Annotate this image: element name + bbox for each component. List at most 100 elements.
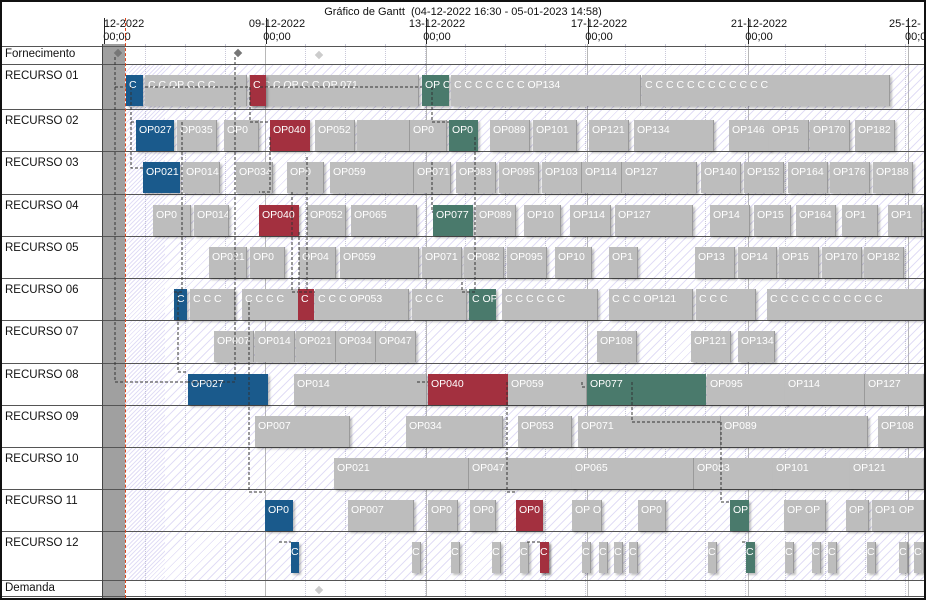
operation-bar[interactable]: OP1 <box>609 247 638 278</box>
operation-bar[interactable]: C <box>540 542 549 573</box>
operation-bar[interactable]: OP027 <box>136 120 174 151</box>
operation-bar[interactable]: C <box>174 289 187 320</box>
operation-bar[interactable]: C <box>746 542 755 573</box>
operation-bar[interactable]: OP1 <box>842 205 878 236</box>
operation-bar[interactable]: C <box>451 542 460 573</box>
operation-bar[interactable]: OP140 <box>701 162 741 193</box>
operation-bar[interactable]: OP007 <box>255 416 350 447</box>
operation-bar[interactable]: OP021 <box>296 331 336 362</box>
operation-bar[interactable]: C <box>614 542 623 573</box>
operation-bar[interactable]: OP1 OP <box>872 500 924 531</box>
operation-bar[interactable]: OP077 <box>587 374 706 405</box>
operation-bar[interactable]: C C C <box>190 289 235 320</box>
operation-bar[interactable]: OP15 <box>769 120 809 151</box>
operation-bar[interactable]: OP127 <box>622 162 697 193</box>
operation-bar[interactable]: OP0 <box>250 247 285 278</box>
operation-bar[interactable]: OP007 <box>348 500 414 531</box>
operation-bar[interactable]: OP15 <box>779 247 819 278</box>
operation-bar[interactable]: OP OP <box>784 500 826 531</box>
operation-bar[interactable]: C <box>412 542 421 573</box>
operation-bar[interactable]: C <box>867 542 876 573</box>
operation-bar[interactable]: OP071 <box>414 162 451 193</box>
operation-bar[interactable]: OP095 <box>707 374 787 405</box>
operation-bar[interactable]: C <box>708 542 717 573</box>
operation-bar[interactable]: OP059 <box>330 162 414 193</box>
operation-bar[interactable]: OP034 <box>336 331 376 362</box>
operation-bar[interactable]: C C C OP121 <box>609 289 693 320</box>
operation-bar[interactable]: C OP <box>469 289 496 320</box>
operation-bar[interactable]: C <box>599 542 608 573</box>
operation-bar[interactable]: C <box>298 289 314 320</box>
operation-bar[interactable]: OP021 <box>143 162 180 193</box>
operation-bar[interactable]: OP10 <box>555 247 592 278</box>
operation-bar[interactable]: C C C C <box>242 289 299 320</box>
operation-bar[interactable]: OP0 <box>638 500 666 531</box>
operation-bar[interactable]: OP <box>846 500 869 531</box>
operation-bar[interactable]: C <box>812 542 821 573</box>
operation-bar[interactable]: OP0 <box>224 120 259 151</box>
operation-bar[interactable]: OP035 <box>177 120 217 151</box>
operation-bar[interactable]: C <box>520 542 529 573</box>
operation-bar[interactable]: OP121 <box>691 331 731 362</box>
operation-bar[interactable]: OP134 <box>738 331 775 362</box>
operation-bar[interactable]: OP114 <box>570 205 611 236</box>
operation-bar[interactable]: OP127 <box>615 205 693 236</box>
operation-bar[interactable]: OP170 <box>822 247 862 278</box>
operation-bar[interactable]: OP121 <box>589 120 629 151</box>
operation-bar[interactable]: C <box>492 542 501 573</box>
operation-bar[interactable]: OP101 <box>533 120 577 151</box>
operation-bar[interactable]: OP108 <box>878 416 924 447</box>
operation-bar[interactable]: C <box>291 542 299 573</box>
operation-bar[interactable]: OP134 <box>634 120 714 151</box>
operation-bar[interactable]: OP14 <box>738 247 777 278</box>
operation-bar[interactable]: OP OP <box>572 500 602 531</box>
operation-bar[interactable]: C C C OP C C OP 071 <box>249 75 419 106</box>
operation-bar[interactable]: OP0 <box>516 500 543 531</box>
operation-bar[interactable]: OP047 <box>376 331 416 362</box>
operation-bar[interactable]: OP152 <box>744 162 784 193</box>
operation-bar[interactable]: OP182 <box>855 120 895 151</box>
operation-bar[interactable]: OP014 <box>255 331 295 362</box>
operation-bar[interactable]: OP146 <box>729 120 771 151</box>
operation-bar[interactable]: C C OP C C C <box>145 75 247 106</box>
operation-bar[interactable]: OP059 <box>340 247 419 278</box>
operation-bar[interactable]: OP053 <box>518 416 572 447</box>
operation-bar[interactable]: C C C <box>412 289 467 320</box>
operation-bar[interactable]: OP10 <box>524 205 561 236</box>
operation-bar[interactable]: OP095 <box>507 247 547 278</box>
operation-bar[interactable]: C <box>785 542 794 573</box>
operation-bar[interactable]: OP0 <box>449 120 478 151</box>
operation-bar[interactable]: OP164 <box>796 205 836 236</box>
operation-bar[interactable]: OP170 <box>810 120 850 151</box>
operation-bar[interactable]: OP103 <box>542 162 582 193</box>
operation-bar[interactable]: OP101 <box>773 458 851 489</box>
operation-bar[interactable]: OP071 <box>578 416 721 447</box>
operation-bar[interactable]: C <box>126 75 143 106</box>
operation-bar[interactable]: OP034 <box>236 162 273 193</box>
operation-bar[interactable]: OP027 <box>188 374 268 405</box>
operation-bar[interactable]: OP182 <box>864 247 904 278</box>
operation-bar[interactable]: C C C C C C C C C C C <box>767 289 924 320</box>
operation-bar[interactable]: OP14 <box>710 205 750 236</box>
operation-bar[interactable]: C C C C C C C OP134 <box>451 75 641 106</box>
operation-bar[interactable]: OP071 <box>422 247 462 278</box>
operation-bar[interactable]: OP052 <box>307 205 346 236</box>
operation-bar[interactable]: OP059 <box>508 374 587 405</box>
operation-bar[interactable]: C <box>250 75 266 106</box>
operation-bar[interactable]: OP13 <box>695 247 735 278</box>
operation-bar[interactable]: OP0 <box>410 120 447 151</box>
operation-bar[interactable]: OP082 <box>464 247 504 278</box>
operation-bar[interactable]: OP021 <box>334 458 469 489</box>
operation-bar[interactable]: OP108 <box>597 331 637 362</box>
operation-bar[interactable]: C <box>582 542 591 573</box>
operation-bar[interactable]: OP121 <box>850 458 924 489</box>
operation-bar[interactable]: OP0 <box>470 500 496 531</box>
operation-bar[interactable]: OP077 <box>433 205 473 236</box>
operation-bar[interactable]: OP15 <box>754 205 791 236</box>
operation-bar[interactable]: OP014 <box>194 205 229 236</box>
operation-bar[interactable]: OP014 <box>183 162 220 193</box>
operation-bar[interactable]: C C C C C C C C C C C C <box>642 75 890 106</box>
operation-bar[interactable]: C <box>922 542 924 573</box>
operation-bar[interactable]: OP114 <box>582 162 622 193</box>
operation-bar[interactable]: OP095 <box>499 162 539 193</box>
